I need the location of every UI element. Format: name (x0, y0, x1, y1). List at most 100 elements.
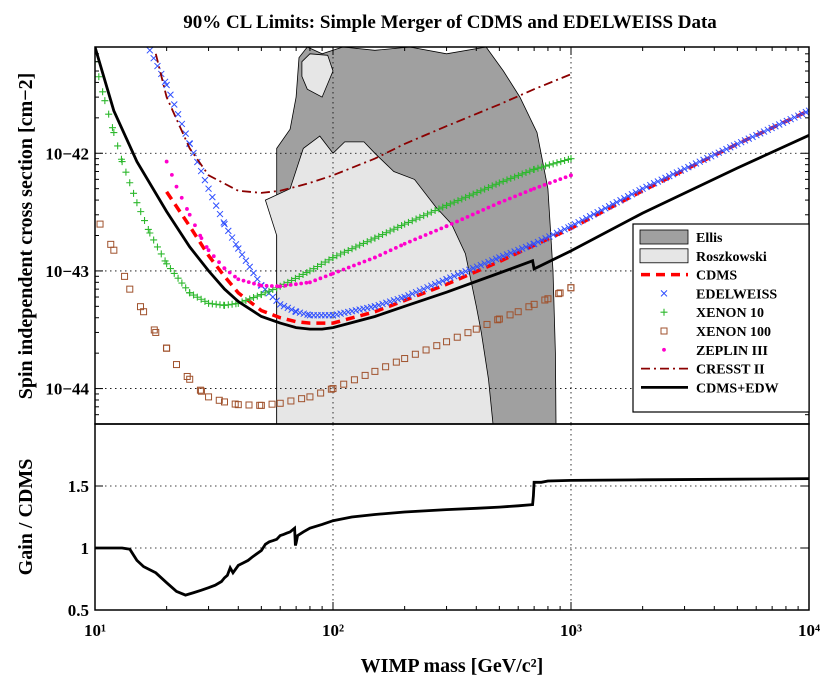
marker-xenon-100-54 (544, 295, 552, 303)
marker-zeplin-iii-56 (423, 233, 428, 237)
marker-xenon-10-111 (477, 187, 485, 195)
marker-zeplin-iii-65 (465, 214, 470, 219)
marker-xenon-10-113 (484, 184, 492, 192)
marker-edelweiss-75 (405, 292, 412, 299)
legend-item-xenon-100: XENON 100 (660, 325, 771, 340)
marker-xenon-10-30 (190, 291, 198, 299)
marker-zeplin-iii-41 (352, 263, 356, 268)
marker-edelweiss-118 (561, 225, 568, 233)
marker-zeplin-iii-3 (179, 195, 184, 200)
marker-xenon-100-4 (126, 285, 134, 293)
marker-xenon-100-3 (121, 272, 129, 280)
marker-xenon-100-32 (340, 380, 348, 388)
marker-edelweiss-108 (526, 242, 534, 249)
marker-xenon-10-119 (507, 174, 515, 182)
marker-xenon-10-52 (265, 287, 273, 295)
marker-edelweiss-142 (650, 179, 658, 187)
marker-edelweiss-14 (193, 158, 201, 166)
marker-edelweiss-44 (296, 309, 304, 317)
marker-edelweiss-157 (707, 152, 715, 160)
marker-edelweiss-27 (238, 251, 246, 259)
bottom-y-axis-label: Gain / CDMS (15, 459, 37, 576)
marker-edelweiss-21 (220, 219, 228, 226)
marker-edelweiss-120 (567, 222, 575, 230)
marker-edelweiss-143 (654, 178, 662, 185)
marker-zeplin-iii-72 (497, 200, 502, 205)
marker-zeplin-iii-63 (455, 219, 459, 224)
marker-edelweiss-115 (549, 231, 557, 239)
marker-edelweiss-112 (538, 236, 546, 244)
marker-xenon-100-34 (361, 371, 369, 379)
marker-edelweiss-69 (382, 299, 390, 307)
marker-xenon-10-67 (321, 258, 329, 266)
marker-edelweiss-139 (639, 185, 646, 193)
marker-edelweiss-174 (772, 122, 779, 130)
marker-xenon-100-27 (298, 395, 306, 403)
marker-zeplin-iii-40 (346, 265, 351, 270)
marker-xenon-10-115 (492, 180, 500, 188)
marker-edelweiss-91 (462, 268, 469, 275)
marker-xenon-10-109 (469, 190, 477, 198)
marker-zeplin-iii-38 (336, 269, 341, 274)
marker-zeplin-iii-27 (283, 283, 288, 288)
legend-item-xenon-10: XENON 10 (660, 306, 764, 321)
marker-edelweiss-66 (371, 302, 379, 310)
marker-xenon-10-88 (394, 223, 402, 231)
marker-xenon-10-100 (439, 203, 447, 211)
marker-xenon-10-124 (526, 167, 534, 175)
marker-edelweiss-176 (779, 119, 787, 127)
marker-zeplin-iii-67 (476, 210, 480, 215)
marker-xenon-100-28 (306, 393, 314, 401)
marker-xenon-100-37 (392, 358, 400, 366)
marker-zeplin-iii-26 (278, 284, 283, 289)
marker-edelweiss-20 (216, 210, 224, 218)
marker-edelweiss-25 (232, 240, 240, 248)
marker-edelweiss-164 (734, 140, 741, 148)
marker-edelweiss-173 (768, 124, 775, 132)
marker-zeplin-iii-30 (299, 281, 304, 286)
marker-edelweiss-92 (466, 266, 473, 274)
marker-edelweiss-46 (304, 311, 311, 318)
marker-xenon-10-99 (435, 205, 443, 213)
marker-xenon-100-47 (494, 316, 502, 324)
marker-xenon-10-79 (363, 238, 371, 246)
y-tick-label-0: 10−44 (45, 380, 89, 399)
marker-zeplin-iii-59 (439, 226, 444, 231)
marker-zeplin-iii-52 (402, 241, 407, 246)
legend-item-zeplin-iii-swatch (662, 347, 666, 352)
marker-xenon-100-17 (215, 396, 223, 404)
marker-zeplin-iii-10 (206, 248, 211, 253)
marker-edelweiss-41 (288, 306, 295, 313)
marker-xenon-10-46 (246, 295, 254, 303)
marker-edelweiss-167 (745, 135, 753, 142)
marker-xenon-10-16 (144, 225, 152, 233)
marker-zeplin-iii-64 (460, 217, 465, 222)
marker-xenon-10-112 (481, 185, 489, 193)
y-tick-label-2: 10−42 (45, 144, 89, 163)
gain-line (95, 477, 809, 597)
marker-edelweiss-13 (190, 149, 197, 157)
marker-edelweiss-179 (791, 114, 798, 121)
marker-xenon-10-117 (499, 177, 507, 185)
marker-edelweiss-177 (783, 117, 791, 125)
marker-edelweiss-0 (146, 47, 154, 54)
marker-zeplin-iii-1 (169, 173, 174, 177)
marker-edelweiss-79 (420, 285, 428, 293)
marker-xenon-10-108 (465, 192, 473, 200)
series-edelweiss (146, 47, 809, 319)
marker-zeplin-iii-8 (199, 236, 204, 241)
marker-edelweiss-101 (499, 252, 507, 260)
marker-xenon-10-114 (488, 182, 496, 190)
marker-xenon-10-71 (333, 252, 341, 260)
marker-xenon-10-116 (495, 179, 503, 187)
marker-zeplin-iii-19 (246, 280, 251, 285)
marker-xenon-10-73 (340, 248, 348, 256)
marker-xenon-10-95 (420, 212, 428, 220)
marker-edelweiss-98 (488, 257, 496, 264)
marker-edelweiss-28 (242, 257, 250, 265)
marker-xenon-10-12 (130, 189, 138, 197)
marker-xenon-10-87 (390, 225, 398, 233)
marker-xenon-10-9 (118, 158, 126, 166)
marker-xenon-10-70 (329, 254, 337, 262)
